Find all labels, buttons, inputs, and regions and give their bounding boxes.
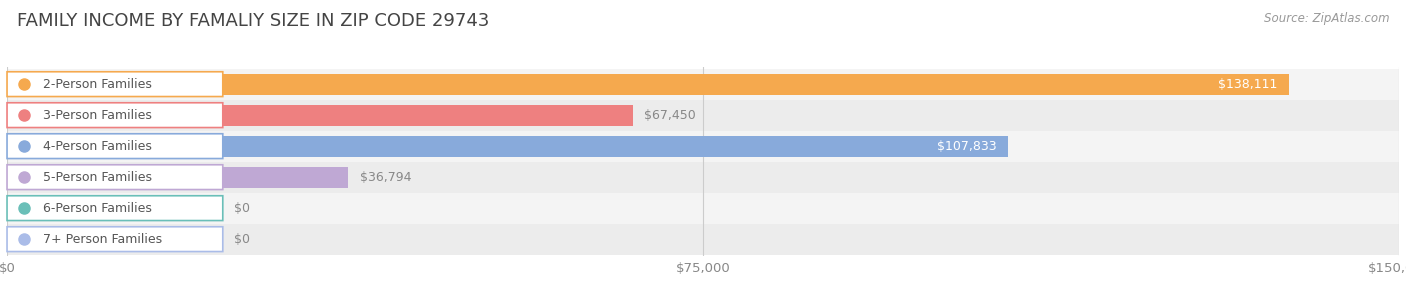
FancyBboxPatch shape	[7, 134, 222, 159]
Text: $0: $0	[233, 233, 250, 246]
Text: 5-Person Families: 5-Person Families	[44, 171, 152, 184]
FancyBboxPatch shape	[7, 165, 222, 189]
Text: $107,833: $107,833	[936, 140, 997, 152]
Bar	[7, 193, 1399, 224]
Bar	[7, 74, 1289, 95]
Text: 2-Person Families: 2-Person Families	[44, 78, 152, 91]
Bar	[7, 167, 349, 188]
Text: 6-Person Families: 6-Person Families	[44, 202, 152, 215]
Text: Source: ZipAtlas.com: Source: ZipAtlas.com	[1264, 12, 1389, 25]
FancyBboxPatch shape	[7, 227, 222, 252]
Text: $138,111: $138,111	[1218, 78, 1278, 91]
Text: 4-Person Families: 4-Person Families	[44, 140, 152, 152]
Text: 7+ Person Families: 7+ Person Families	[44, 233, 162, 246]
Text: $0: $0	[233, 202, 250, 215]
Text: $67,450: $67,450	[644, 109, 696, 122]
Bar	[7, 69, 1399, 100]
Bar	[7, 162, 1399, 193]
FancyBboxPatch shape	[7, 72, 222, 97]
FancyBboxPatch shape	[7, 103, 222, 127]
Text: $36,794: $36,794	[360, 171, 411, 184]
Bar	[7, 131, 1399, 162]
FancyBboxPatch shape	[7, 196, 222, 221]
Text: FAMILY INCOME BY FAMALIY SIZE IN ZIP CODE 29743: FAMILY INCOME BY FAMALIY SIZE IN ZIP COD…	[17, 12, 489, 30]
Text: 3-Person Families: 3-Person Families	[44, 109, 152, 122]
Bar	[7, 105, 633, 126]
Bar	[7, 100, 1399, 131]
Bar	[7, 136, 1008, 157]
Bar	[7, 224, 1399, 255]
